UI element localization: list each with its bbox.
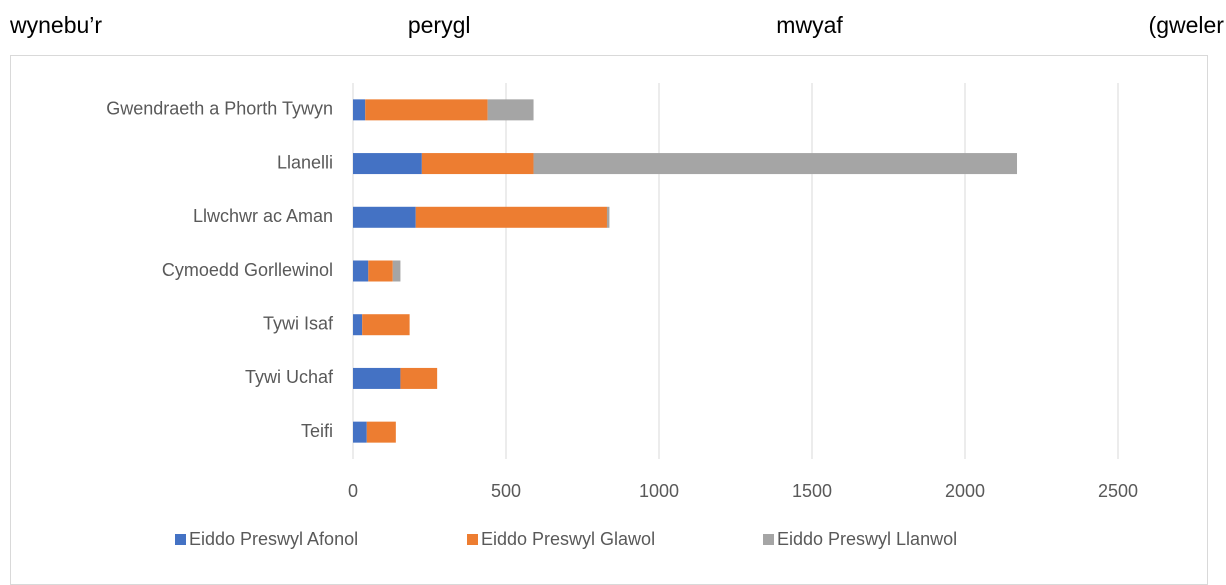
bar-segment bbox=[353, 99, 366, 121]
legend-swatch bbox=[175, 534, 186, 545]
bar-segment bbox=[368, 260, 393, 282]
bar-segment bbox=[366, 421, 396, 443]
y-tick-label: Teifi bbox=[301, 421, 333, 441]
bar-segment bbox=[353, 206, 416, 228]
legend-swatch bbox=[467, 534, 478, 545]
bar-segment bbox=[606, 206, 610, 228]
x-tick-label: 1500 bbox=[792, 481, 832, 501]
y-tick-label: Tywi Isaf bbox=[263, 313, 334, 333]
word: wynebu’r bbox=[10, 12, 103, 38]
legend-swatch bbox=[763, 534, 774, 545]
bar-segment bbox=[353, 260, 369, 282]
bar-segment bbox=[392, 260, 401, 282]
bar-segment bbox=[353, 421, 367, 443]
y-tick-label: Tywi Uchaf bbox=[245, 367, 334, 387]
page: {"text_line": ["wynebu’r", "perygl", "mw… bbox=[10, 12, 1224, 585]
bar-segment bbox=[353, 367, 401, 389]
legend-label: Eiddo Preswyl Llanwol bbox=[777, 529, 957, 549]
bar-segment bbox=[533, 153, 1018, 175]
word: mwyaf bbox=[776, 12, 843, 38]
y-tick-label: Cymoedd Gorllewinol bbox=[162, 260, 333, 280]
x-tick-label: 500 bbox=[491, 481, 521, 501]
bar-segment bbox=[353, 314, 363, 336]
x-tick-label: 2000 bbox=[945, 481, 985, 501]
bar-segment bbox=[353, 153, 422, 175]
bar-segment bbox=[362, 314, 410, 336]
chart: 0 500 1000 1500 2000 2500 Gwendraeth a Phorth … bbox=[106, 83, 1138, 549]
x-tick-label: 1000 bbox=[639, 481, 679, 501]
word: (gweler bbox=[1148, 12, 1224, 38]
legend-label: Eiddo Preswyl Glawol bbox=[481, 529, 655, 549]
bar-segment bbox=[400, 367, 438, 389]
word: perygl bbox=[407, 12, 471, 38]
y-tick-label: Llanelli bbox=[277, 152, 333, 172]
y-tick-label: Gwendraeth a Phorth Tywyn bbox=[106, 99, 333, 119]
x-tick-label: 2500 bbox=[1098, 481, 1138, 501]
legend-label: Eiddo Preswyl Afonol bbox=[189, 529, 358, 549]
bar-segment bbox=[421, 153, 534, 175]
y-tick-label: Llwchwr ac Aman bbox=[193, 206, 333, 226]
bar-segment bbox=[487, 99, 534, 121]
x-tick-label: 0 bbox=[348, 481, 358, 501]
bar-segment bbox=[365, 99, 488, 121]
bar-segment bbox=[415, 206, 607, 228]
text-line: wynebu’r perygl mwyaf (gweler bbox=[10, 12, 1224, 39]
